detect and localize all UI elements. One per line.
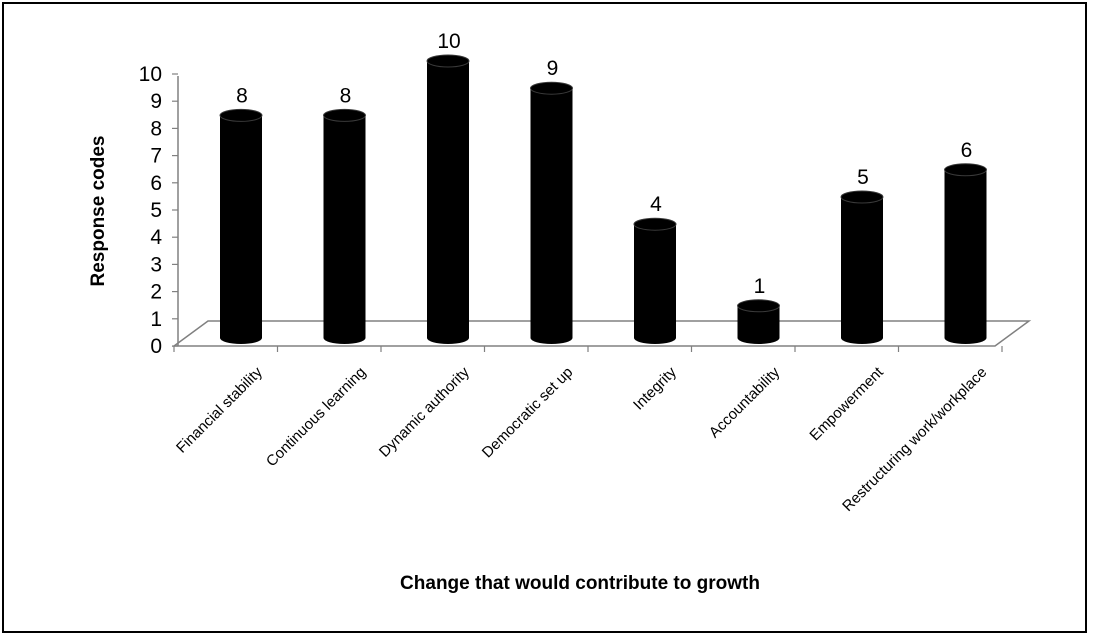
category-label: Empowerment: [806, 363, 887, 444]
bar: [840, 190, 884, 344]
data-label: 8: [236, 84, 248, 107]
bar-cap: [219, 108, 263, 122]
y-tick-label: 8: [150, 117, 162, 140]
bar-body: [323, 115, 366, 345]
y-tick-label: 1: [150, 308, 162, 331]
category-label: Financial stability: [173, 363, 266, 456]
bar-body: [841, 197, 883, 344]
y-tick-label: 4: [150, 226, 162, 249]
bars: [219, 54, 987, 345]
x-axis-title: Change that would contribute to growth: [400, 573, 760, 594]
bar-body: [220, 115, 262, 345]
data-label: 8: [340, 84, 352, 107]
category-label: Democratic set up: [479, 364, 577, 462]
category-label: Dynamic authority: [376, 363, 473, 460]
chart-floor: [171, 76, 1032, 352]
category-label: Continuous learning: [263, 364, 369, 470]
bar-cap: [323, 108, 366, 122]
y-tick-label: 6: [150, 172, 162, 195]
bar-cap: [633, 217, 677, 231]
data-label: 4: [650, 193, 662, 216]
y-tick-label: 0: [150, 335, 162, 358]
data-label: 5: [857, 166, 869, 189]
data-labels: 8 8 10 9 4 1 5 6: [236, 30, 972, 298]
bar: [737, 299, 780, 344]
bar: [426, 54, 470, 344]
bar-body: [634, 224, 676, 344]
y-tick-label: 2: [150, 281, 162, 304]
data-label: 1: [754, 275, 766, 298]
y-tick-label: 7: [150, 145, 162, 168]
bar: [530, 81, 573, 344]
bar: [633, 217, 677, 344]
y-tick-label: 10: [139, 63, 162, 86]
category-label: Integrity: [630, 363, 680, 413]
y-axis-ticks: 0 1 2 3 4 5 6 7 8 9 10: [139, 63, 178, 358]
y-tick-label: 9: [150, 90, 162, 113]
bar: [944, 163, 987, 344]
bar-cap: [944, 163, 987, 177]
y-tick-label: 3: [150, 253, 162, 276]
y-axis-title: Response codes: [88, 136, 109, 287]
bar-body: [530, 88, 573, 344]
data-label: 10: [437, 30, 460, 53]
floor-plane: [171, 320, 1032, 347]
bar-cap: [530, 81, 573, 95]
bar-body: [427, 61, 469, 344]
y-tick-label: 5: [150, 199, 162, 222]
bar-cap: [426, 54, 470, 68]
category-label: Accountability: [706, 363, 784, 441]
bar: [323, 108, 366, 345]
data-label: 6: [961, 139, 973, 162]
bar-cap: [840, 190, 884, 204]
bar-body: [737, 305, 780, 344]
bar-body: [944, 169, 987, 344]
bar: [219, 108, 263, 345]
data-label: 9: [547, 57, 559, 80]
bar-cap: [737, 299, 780, 313]
